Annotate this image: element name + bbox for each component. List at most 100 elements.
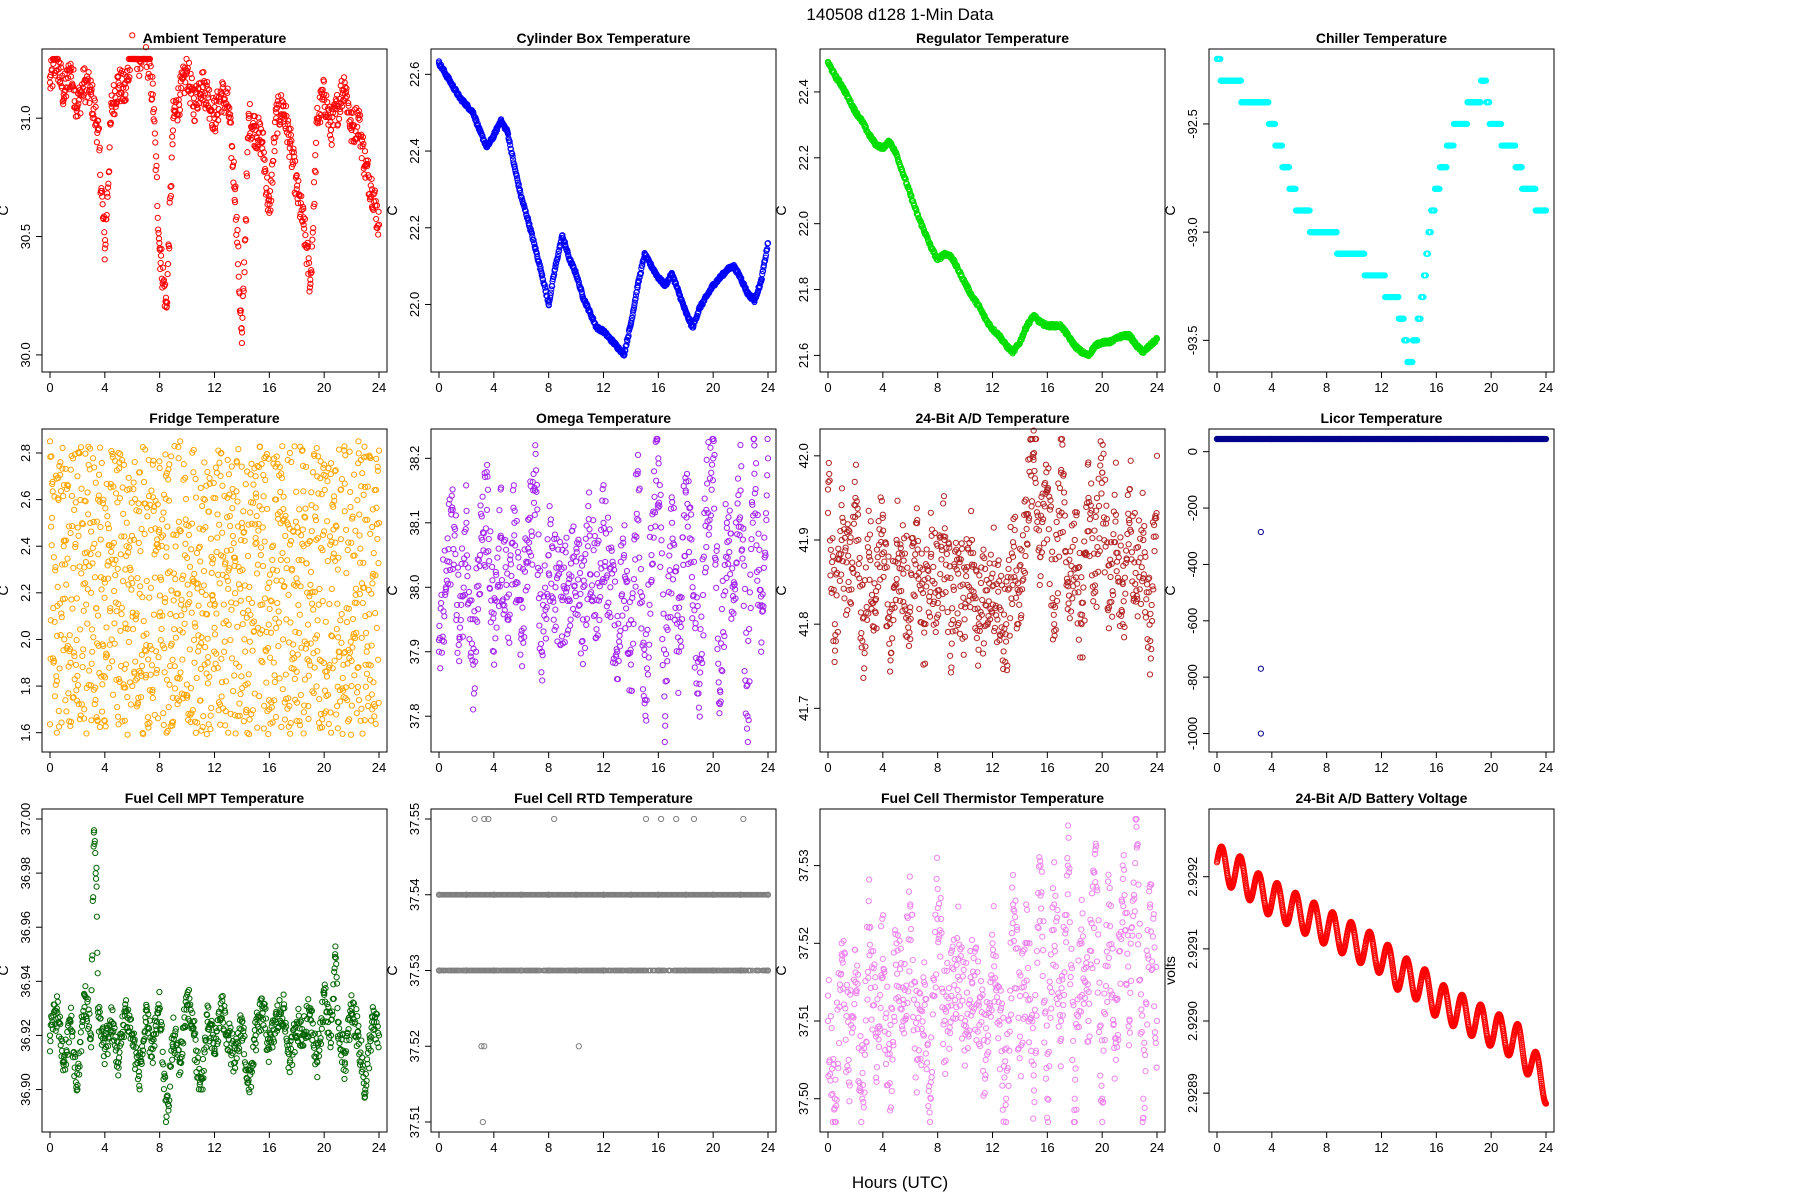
- data-point: [179, 656, 186, 663]
- data-point: [218, 108, 225, 115]
- data-series: [46, 438, 383, 738]
- data-point: [220, 648, 228, 655]
- data-point: [190, 95, 198, 102]
- data-point: [217, 91, 225, 98]
- data-point: [231, 184, 238, 191]
- data-point: [374, 222, 381, 229]
- data-point: [284, 557, 291, 564]
- y-axis-label: C: [1162, 205, 1178, 215]
- data-point: [212, 128, 219, 135]
- data-point: [111, 111, 118, 118]
- data-point: [74, 672, 81, 679]
- data-point: [98, 459, 105, 467]
- data-point: [242, 481, 249, 488]
- data-point: [335, 634, 342, 641]
- data-point: [150, 109, 157, 116]
- data-point: [188, 609, 195, 616]
- data-point: [259, 145, 266, 152]
- data-point: [280, 493, 287, 500]
- data-point: [84, 620, 91, 627]
- data-point: [286, 541, 293, 548]
- data-point: [60, 493, 67, 500]
- data-point: [75, 100, 82, 107]
- data-point: [102, 723, 109, 730]
- plot-frame: [430, 48, 777, 373]
- data-point: [91, 464, 98, 471]
- data-point: [185, 531, 193, 538]
- data-point: [166, 681, 173, 688]
- data-point: [308, 269, 315, 276]
- y-tick-label: 22.0: [796, 211, 811, 236]
- data-point: [479, 493, 486, 500]
- data-point: [240, 718, 247, 725]
- data-point: [118, 611, 125, 618]
- data-point: [286, 153, 293, 160]
- x-tick-label: 12: [596, 380, 610, 395]
- data-point: [303, 560, 310, 567]
- data-point: [361, 171, 368, 178]
- data-point: [756, 283, 763, 290]
- data-point: [235, 273, 242, 280]
- data-point: [450, 545, 457, 553]
- data-point: [238, 673, 245, 680]
- data-point: [204, 635, 211, 642]
- data-point: [125, 474, 132, 481]
- data-point: [251, 113, 258, 120]
- data-point: [504, 130, 512, 138]
- data-point: [319, 93, 327, 100]
- data-point: [375, 560, 382, 567]
- data-point: [329, 665, 336, 672]
- data-point: [135, 500, 142, 507]
- data-point: [299, 526, 306, 533]
- data-point: [140, 478, 148, 486]
- data-point: [141, 530, 148, 538]
- data-point: [449, 486, 456, 493]
- data-point: [71, 506, 78, 513]
- data-point: [218, 655, 225, 662]
- data-point: [81, 65, 88, 72]
- y-tick-label: 2.2: [18, 584, 33, 602]
- data-point: [441, 613, 448, 620]
- data-point: [529, 233, 536, 241]
- data-point: [163, 553, 170, 560]
- data-point: [285, 117, 292, 124]
- data-point: [262, 168, 269, 175]
- data-point: [154, 202, 161, 210]
- chart-title: Ambient Temperature: [143, 30, 287, 46]
- data-point: [304, 239, 311, 247]
- data-point: [463, 519, 470, 526]
- data-point: [192, 729, 199, 736]
- data-point: [269, 179, 276, 186]
- y-tick-label: 21.8: [796, 277, 811, 302]
- data-point: [63, 581, 70, 588]
- data-point: [238, 325, 245, 332]
- data-point: [270, 659, 277, 666]
- data-point: [231, 590, 239, 597]
- data-point: [162, 595, 169, 602]
- data-point: [440, 65, 447, 72]
- data-point: [171, 626, 178, 633]
- data-point: [202, 591, 209, 599]
- data-point: [211, 631, 219, 638]
- data-point: [85, 69, 92, 76]
- data-point: [266, 201, 273, 208]
- data-point: [301, 215, 309, 223]
- data-point: [88, 626, 96, 633]
- data-point: [151, 130, 158, 137]
- data-point: [91, 97, 98, 104]
- data-point: [464, 573, 471, 580]
- data-point: [319, 598, 326, 605]
- data-point: [300, 214, 307, 221]
- data-point: [154, 715, 162, 722]
- data-point: [362, 683, 369, 690]
- y-tick-label: 22.0: [407, 292, 422, 317]
- data-point: [51, 693, 59, 700]
- x-tick-label: 16: [651, 380, 665, 395]
- data-point: [245, 112, 253, 119]
- y-tick-label: 30.5: [18, 224, 33, 249]
- data-point: [325, 465, 332, 472]
- data-point: [156, 464, 163, 472]
- data-point: [119, 578, 127, 585]
- data-point: [103, 216, 110, 223]
